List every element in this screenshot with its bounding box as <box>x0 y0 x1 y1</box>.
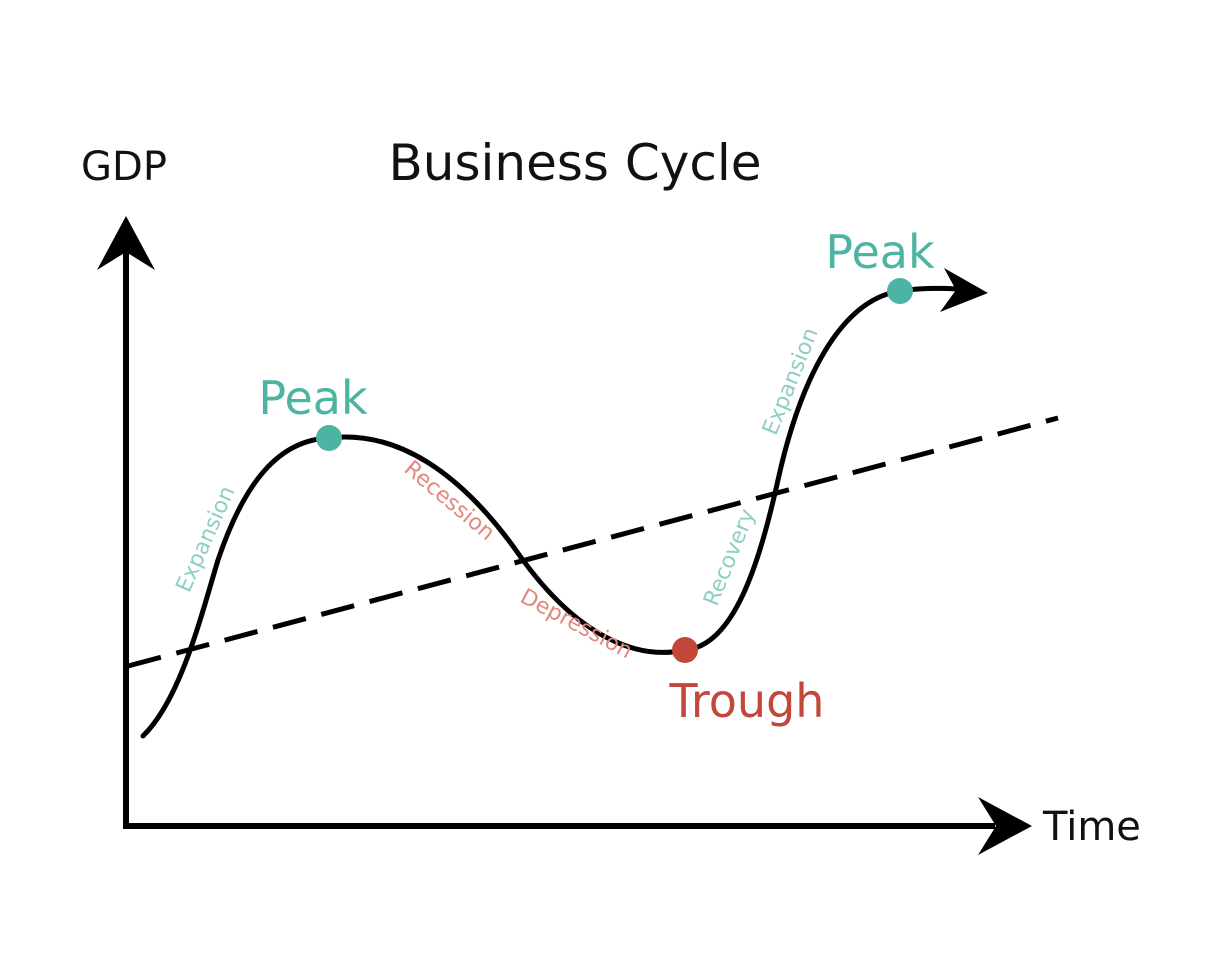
trend-line <box>127 415 1059 669</box>
peak-1-label: Peak <box>258 371 368 425</box>
y-axis-arrowhead <box>97 216 155 270</box>
x-axis-label: Time <box>1042 804 1141 850</box>
peak-2-label: Peak <box>825 225 935 279</box>
business-cycle-curve <box>140 285 961 739</box>
phase-expansion-2-label: Expansion <box>758 324 824 438</box>
trough-label: Trough <box>669 674 825 728</box>
curve-arrowhead <box>940 268 988 312</box>
trough-marker <box>672 637 698 663</box>
peak-2-marker <box>887 278 913 304</box>
phase-expansion-1-label: Expansion <box>172 483 241 597</box>
phase-recovery-label: Recovery <box>699 506 760 610</box>
diagram-title: Business Cycle <box>388 134 761 192</box>
phase-depression-label: Depression <box>516 584 636 664</box>
x-axis-arrowhead <box>978 797 1032 855</box>
phase-recession-label: Recession <box>399 456 499 546</box>
y-axis-label: GDP <box>81 144 167 190</box>
peak-1-marker <box>316 425 342 451</box>
